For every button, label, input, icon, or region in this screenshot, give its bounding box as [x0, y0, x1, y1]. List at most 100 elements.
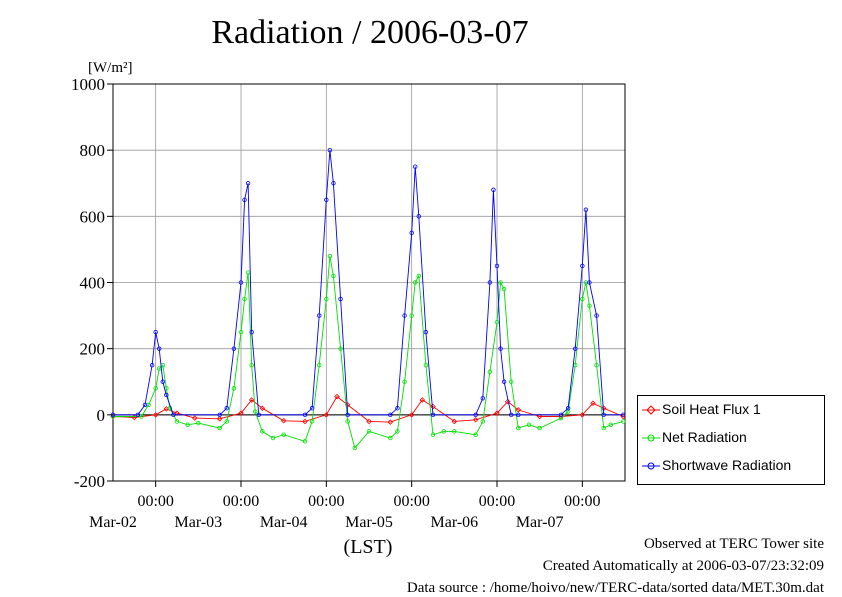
data-point	[317, 313, 322, 318]
data-point	[587, 303, 592, 308]
series-line	[113, 255, 624, 449]
data-point	[473, 412, 478, 418]
data-point	[558, 412, 564, 418]
data-point	[309, 406, 315, 411]
data-point	[601, 412, 606, 418]
x-axis-label: (LST)	[344, 536, 393, 558]
data-point	[302, 412, 308, 418]
data-point	[419, 397, 426, 403]
data-point	[501, 286, 507, 292]
data-point	[334, 393, 340, 400]
data-point	[331, 273, 336, 279]
data-point	[338, 346, 343, 351]
series-line	[113, 150, 624, 416]
data-point	[387, 419, 394, 425]
footer-created: Created Automatically at 2006-03-07/23:3…	[542, 558, 824, 574]
data-point	[224, 419, 229, 424]
legend-symbol-shortwave	[642, 462, 660, 470]
data-point	[242, 197, 247, 202]
data-point	[135, 412, 141, 418]
x-date-label: Mar-04	[260, 514, 308, 531]
data-point	[480, 396, 485, 401]
chart-title: Radiation / 2006-03-07	[211, 14, 529, 51]
data-point	[352, 445, 357, 451]
data-point	[317, 363, 322, 368]
data-point	[238, 280, 244, 285]
data-point	[487, 369, 493, 375]
data-point	[515, 407, 522, 413]
data-point	[494, 263, 500, 269]
data-point	[452, 429, 457, 434]
data-point	[256, 412, 261, 418]
data-point	[473, 432, 478, 437]
data-point	[408, 412, 415, 418]
data-point	[242, 296, 247, 302]
data-point	[231, 346, 237, 351]
legend-label: Net Radiation	[662, 429, 747, 445]
data-point	[516, 425, 521, 431]
data-point	[526, 422, 532, 427]
x-tick-label: 00:00	[223, 493, 259, 510]
legend-item: Soil Heat Flux 1	[638, 400, 824, 422]
data-point	[185, 422, 190, 427]
data-point	[238, 329, 244, 335]
y-tick-label: 400	[80, 274, 106, 293]
data-point	[248, 397, 255, 403]
data-point	[142, 402, 148, 408]
data-point	[366, 429, 372, 434]
data-point	[573, 346, 578, 351]
footer-observed: Observed at TERC Tower site	[643, 536, 824, 552]
data-point	[324, 197, 329, 202]
y-tick-label: 200	[80, 340, 106, 359]
y-tick-label: 600	[80, 207, 106, 226]
legend-symbol-net	[642, 434, 660, 442]
x-tick-label: 00:00	[393, 493, 429, 510]
data-point	[259, 405, 266, 411]
data-point	[480, 419, 485, 424]
data-point	[516, 412, 521, 418]
data-point	[152, 412, 159, 418]
legend-label: Soil Heat Flux 1	[662, 401, 761, 417]
y-tick-label: 1000	[71, 75, 105, 94]
data-point	[249, 329, 254, 335]
data-point	[280, 418, 287, 424]
data-point	[309, 419, 315, 424]
data-point	[249, 363, 254, 368]
data-point	[409, 313, 414, 318]
data-point	[164, 392, 169, 398]
x-date-label: Mar-07	[516, 514, 564, 531]
y-tick-label: 800	[80, 141, 106, 160]
legend-label: Shortwave Radiation	[662, 457, 792, 473]
data-point	[216, 416, 223, 422]
data-point	[238, 410, 244, 416]
data-point	[245, 181, 251, 186]
data-point	[171, 412, 176, 418]
data-point	[587, 280, 592, 285]
data-point	[491, 187, 496, 193]
data-point	[157, 346, 162, 351]
footer-source: Data source : /home/hoivo/new/TERC-data/…	[406, 580, 824, 596]
data-point	[302, 418, 308, 425]
data-point	[324, 296, 329, 302]
data-point	[594, 313, 599, 318]
data-point	[430, 412, 436, 418]
y-tick-label: 0	[97, 406, 106, 425]
data-point	[409, 230, 414, 236]
data-point	[402, 379, 407, 384]
data-point	[174, 419, 180, 424]
x-date-label: Mar-03	[174, 514, 222, 531]
legend-symbol-soil	[642, 405, 660, 415]
data-point	[565, 406, 571, 411]
series-layer	[110, 147, 626, 451]
data-point	[327, 147, 333, 153]
data-point	[345, 412, 350, 418]
data-point	[413, 280, 418, 285]
data-point	[472, 417, 479, 423]
data-point	[590, 400, 596, 407]
data-point	[494, 410, 500, 416]
data-point	[621, 419, 626, 424]
data-point	[395, 406, 400, 411]
data-point	[509, 379, 514, 384]
legend: Soil Heat Flux 1 Net Radiation Shortwave…	[637, 395, 825, 485]
